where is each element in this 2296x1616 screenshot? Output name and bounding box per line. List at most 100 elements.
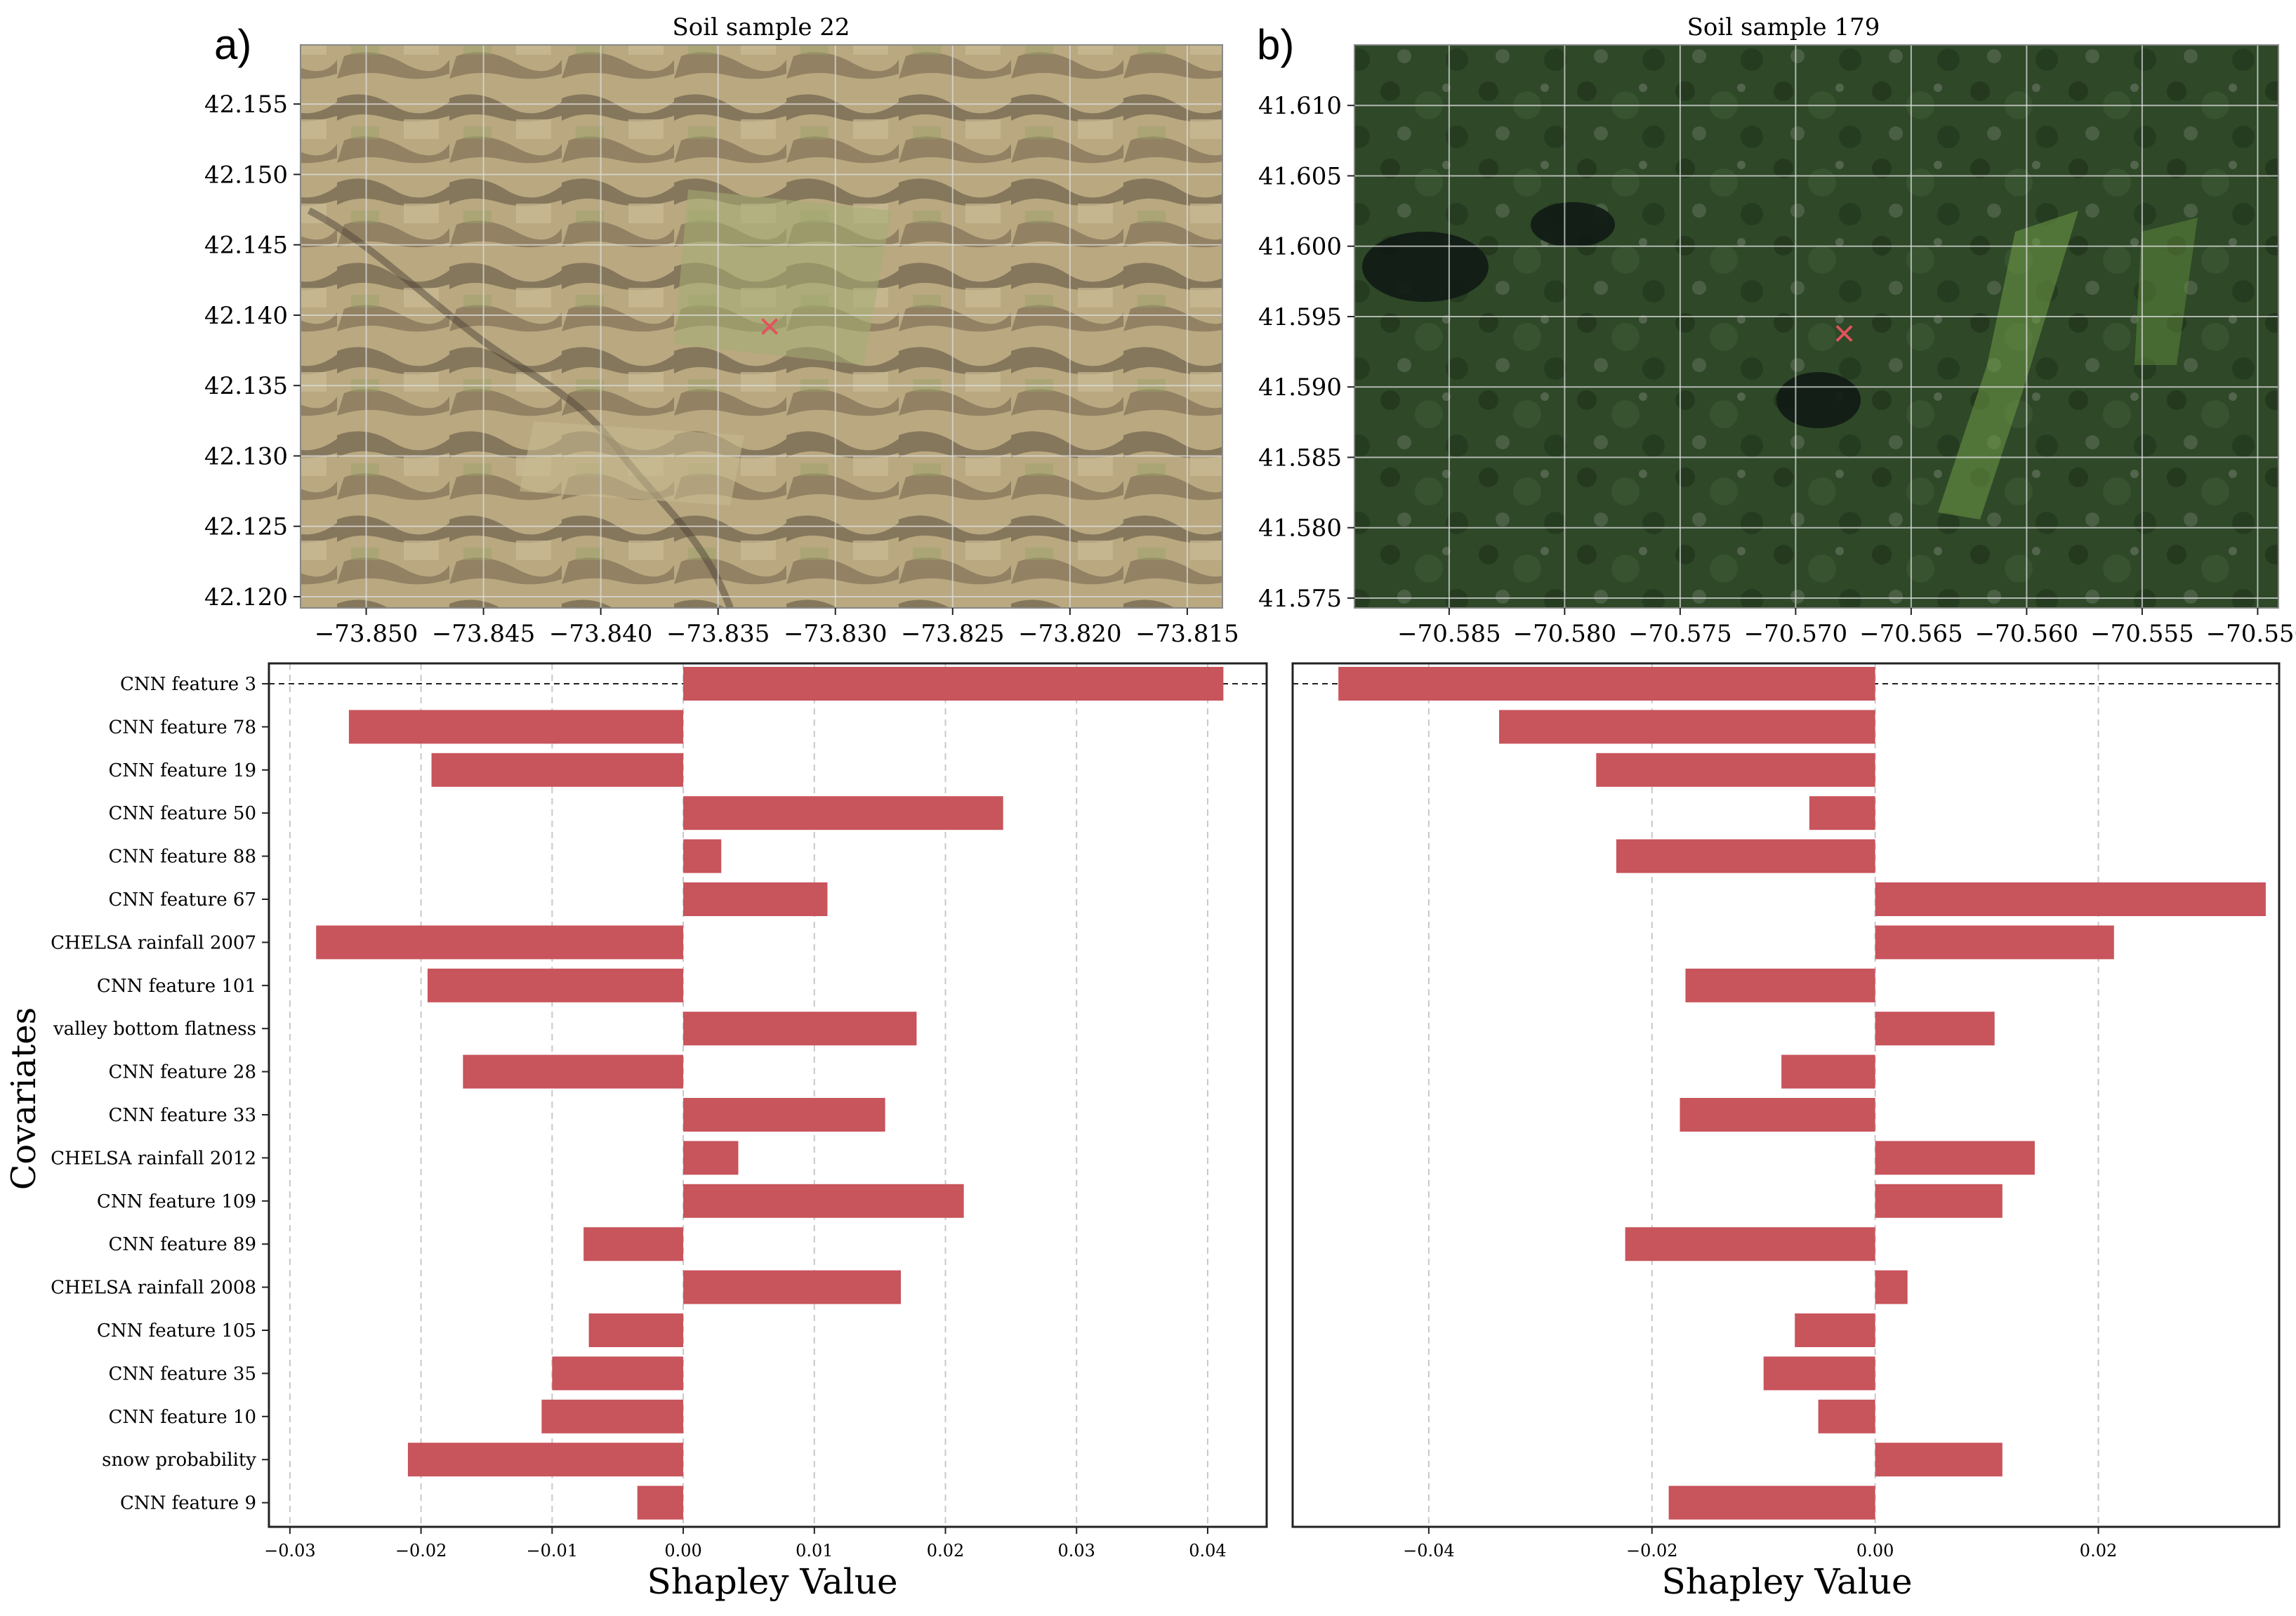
bar-xtick-label-a: 0.01 xyxy=(796,1541,833,1561)
map-tick-label-x-b: −70.560 xyxy=(1975,620,2078,648)
bar-b-14 xyxy=(1625,1227,1875,1261)
bar-b-8 xyxy=(1685,968,1875,1002)
bar-b-18 xyxy=(1818,1399,1875,1433)
category-label: CHELSA rainfall 2008 xyxy=(51,1278,256,1299)
category-label: CNN feature 105 xyxy=(97,1320,256,1342)
bar-a-2 xyxy=(348,710,684,744)
map-tick-label-y-a: 42.130 xyxy=(204,442,288,470)
sample-marker-a: × xyxy=(758,305,781,347)
bar-b-16 xyxy=(1795,1313,1875,1347)
bar-xticks-a: −0.03 −0.02 −0.01 0.00 0.01 0.02 0.03 0.04 xyxy=(264,1527,1227,1561)
map-tick-label-y-a: 42.125 xyxy=(204,513,288,541)
bar-b-7 xyxy=(1875,925,2114,960)
map-tick-label-y-a: 42.135 xyxy=(204,372,288,400)
map-ticks-b: −70.585 −70.580 −70.575 −70.570 −70.565 −70.5… xyxy=(1258,92,2296,648)
map-tick-label-x-a: −73.830 xyxy=(784,620,887,648)
category-label: snow probability xyxy=(102,1450,256,1471)
field-a-2 xyxy=(520,421,744,505)
category-label: CNN feature 28 xyxy=(108,1062,256,1083)
map-tick-label-y-b: 41.585 xyxy=(1258,444,1342,472)
bar-a-3 xyxy=(431,753,684,787)
bars-b xyxy=(1338,667,2266,1520)
bar-xtick-label-a: 0.04 xyxy=(1189,1541,1226,1561)
bar-xtick-label-b: −0.04 xyxy=(1403,1541,1455,1561)
bar-gridlines-b xyxy=(1427,663,2099,1527)
bar-xtick-label-a: −0.03 xyxy=(264,1541,316,1561)
bar-a-5 xyxy=(683,839,722,873)
golf-course-b-2 xyxy=(2135,218,2198,365)
bar-a-14 xyxy=(583,1227,684,1261)
bar-category-labels: CNN feature 3 CNN feature 78 CNN feature 1… xyxy=(51,674,269,1514)
bar-b-12 xyxy=(1875,1141,2035,1175)
map-tick-label-x-a: −73.815 xyxy=(1135,620,1239,648)
map-tick-label-y-b: 41.580 xyxy=(1258,515,1342,543)
bar-b-13 xyxy=(1875,1184,2003,1218)
panel-label-b: b) xyxy=(1257,21,1294,68)
category-label: CHELSA rainfall 2012 xyxy=(51,1148,256,1169)
bar-axes-frame-b xyxy=(1291,662,2281,1528)
map-tick-label-x-b: −70.550 xyxy=(2206,620,2296,648)
map-tick-label-x-b: −70.575 xyxy=(1628,620,1731,648)
map-tick-label-x-a: −73.850 xyxy=(315,620,418,648)
map-tick-label-y-a: 42.145 xyxy=(204,232,288,260)
map-gridlines-b xyxy=(1354,45,2278,608)
category-label: CNN feature 35 xyxy=(108,1363,256,1384)
map-tick-label-x-b: −70.580 xyxy=(1513,620,1616,648)
category-label: CNN feature 89 xyxy=(108,1234,256,1255)
bar-a-4 xyxy=(683,796,1003,830)
map-panel-b: b) Soil sample 179 −70.585 −70.580 −70.575… xyxy=(1257,13,2296,648)
category-label: CNN feature 78 xyxy=(108,717,256,738)
bar-b-19 xyxy=(1875,1443,2003,1477)
map-tick-label-y-a: 42.155 xyxy=(204,91,288,119)
bar-a-18 xyxy=(541,1399,684,1433)
bars-a xyxy=(316,667,1224,1520)
bar-a-1 xyxy=(683,667,1224,701)
bar-b-10 xyxy=(1781,1054,1875,1089)
map-tick-label-x-a: −73.845 xyxy=(432,620,535,648)
bar-a-20 xyxy=(637,1485,684,1520)
bar-a-10 xyxy=(463,1054,684,1089)
map-frame-a xyxy=(300,44,1223,609)
map-tick-label-x-a: −73.835 xyxy=(666,620,770,648)
bar-a-19 xyxy=(407,1443,684,1477)
map-frame-b xyxy=(1354,44,2279,609)
category-label: CHELSA rainfall 2007 xyxy=(51,932,256,953)
map-title-b: Soil sample 179 xyxy=(1687,13,1880,41)
bar-axes-frame-a xyxy=(268,662,1268,1528)
map-tick-label-x-b: −70.585 xyxy=(1397,620,1500,648)
map-tick-label-x-a: −73.825 xyxy=(901,620,1004,648)
pond-b-1 xyxy=(1362,232,1489,302)
map-tick-label-y-a: 42.120 xyxy=(204,583,288,611)
bar-xtick-label-a: 0.02 xyxy=(927,1541,964,1561)
bar-b-9 xyxy=(1875,1012,1995,1046)
category-label: CNN feature 50 xyxy=(108,803,256,824)
bar-xtick-label-a: −0.02 xyxy=(395,1541,447,1561)
bar-a-15 xyxy=(683,1270,902,1304)
bar-b-20 xyxy=(1668,1485,1875,1520)
category-label: CNN feature 88 xyxy=(108,847,256,868)
bar-a-8 xyxy=(427,968,684,1002)
map-tick-label-y-b: 41.595 xyxy=(1258,303,1342,331)
map-gridlines-a xyxy=(301,45,1222,608)
field-a-1 xyxy=(674,190,892,365)
bar-b-15 xyxy=(1875,1270,1908,1304)
category-label: valley bottom flatness xyxy=(53,1019,256,1040)
bar-xtick-label-b: 0.02 xyxy=(2080,1541,2117,1561)
category-label: CNN feature 33 xyxy=(108,1105,256,1126)
map-tick-label-y-a: 42.150 xyxy=(204,161,288,189)
map-tick-label-x-b: −70.555 xyxy=(2090,620,2193,648)
bar-a-6 xyxy=(683,882,828,916)
bar-a-11 xyxy=(683,1098,885,1132)
x-axis-label-b: Shapley Value xyxy=(1661,1561,1912,1602)
y-axis-label: Covariates xyxy=(4,1007,44,1191)
category-label: CNN feature 109 xyxy=(97,1191,256,1212)
bar-xtick-label-a: −0.01 xyxy=(527,1541,579,1561)
map-tick-label-y-a: 42.140 xyxy=(204,302,288,330)
bar-b-5 xyxy=(1616,839,1875,873)
shapley-bar-chart-a: −0.03 −0.02 −0.01 0.00 0.01 0.02 0.03 0.04 CNN … xyxy=(4,662,1268,1602)
bar-b-1 xyxy=(1338,667,1875,701)
satellite-image-b xyxy=(1354,45,2278,608)
bar-b-2 xyxy=(1499,710,1875,744)
category-label: CNN feature 9 xyxy=(120,1493,256,1514)
bar-a-16 xyxy=(588,1313,684,1347)
